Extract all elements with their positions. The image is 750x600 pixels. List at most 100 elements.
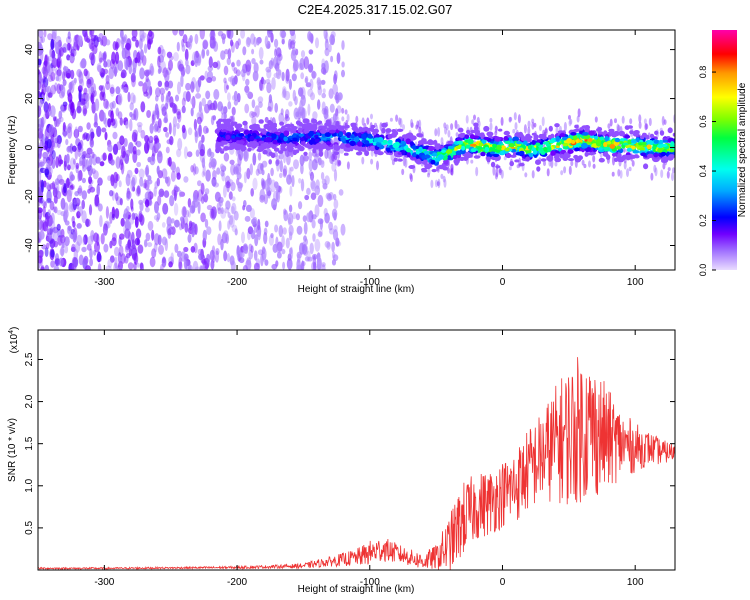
noise-point (195, 93, 202, 99)
ridge-point (418, 140, 424, 145)
noise-point (176, 110, 181, 120)
noise-point (268, 60, 274, 70)
noise-point (137, 124, 142, 133)
noise-point (118, 266, 122, 270)
ridge-point (527, 144, 533, 150)
noise-point (133, 108, 139, 121)
noise-point (157, 80, 163, 88)
halo-point (361, 117, 365, 126)
noise-point (304, 194, 310, 201)
ridge-point (563, 152, 570, 159)
ridge-point (516, 141, 523, 145)
noise-point (159, 87, 166, 95)
ridge-point (602, 151, 609, 157)
noise-point (197, 180, 202, 187)
halo-point (395, 114, 399, 122)
noise-point (164, 69, 170, 83)
ridge-point (408, 165, 416, 169)
noise-point (155, 107, 160, 116)
noise-point (140, 101, 146, 113)
noise-point (161, 168, 168, 179)
halo-point (554, 161, 558, 167)
noise-point (223, 185, 227, 198)
noise-point (157, 46, 162, 55)
ridge-point (672, 132, 675, 137)
ridge-point (668, 154, 675, 159)
noise-point (233, 210, 239, 221)
noise-point (111, 51, 116, 65)
noise-point (201, 171, 205, 178)
noise-point (81, 177, 86, 184)
halo-point (614, 118, 617, 124)
noise-point (76, 211, 81, 219)
noise-point (244, 103, 250, 114)
noise-point (237, 153, 242, 167)
noise-point (336, 52, 341, 64)
noise-point (155, 87, 161, 98)
snr-x-tick-label: 100 (627, 577, 644, 588)
noise-point (42, 113, 47, 125)
noise-point (109, 84, 115, 97)
snr-x-tick-label: -200 (227, 577, 247, 588)
ridge-point (579, 127, 584, 131)
noise-point (156, 165, 160, 175)
ridge-point (299, 146, 304, 151)
noise-point (125, 58, 129, 71)
halo-point (523, 124, 527, 134)
noise-point (164, 176, 169, 184)
noise-point (199, 265, 203, 270)
noise-point (54, 137, 59, 144)
noise-point (250, 188, 254, 197)
halo-point (524, 172, 528, 178)
noise-point (288, 224, 294, 236)
ridge-point (518, 162, 525, 167)
ridge-point (392, 143, 400, 149)
noise-point (206, 253, 211, 264)
halo-point (622, 147, 626, 153)
noise-point (193, 195, 199, 208)
noise-point (270, 57, 274, 66)
ridge-point (536, 166, 541, 172)
noise-point (276, 47, 282, 58)
ridge-point (492, 143, 498, 148)
noise-point (163, 126, 168, 133)
noise-point (129, 102, 134, 111)
noise-point (279, 159, 283, 173)
ridge-point (242, 146, 247, 151)
spectrogram-y-tick-label: 0 (24, 144, 35, 150)
noise-point (38, 149, 41, 163)
ridge-point (345, 143, 351, 148)
noise-point (155, 142, 161, 150)
noise-point (40, 121, 44, 133)
noise-point (191, 227, 195, 238)
noise-point (98, 85, 104, 91)
ridge-point (622, 142, 630, 146)
noise-point (56, 58, 61, 66)
noise-point (271, 77, 276, 90)
halo-point (611, 171, 615, 177)
noise-point (82, 236, 86, 246)
noise-point (331, 241, 335, 253)
noise-point (58, 154, 62, 167)
ridge-point (335, 145, 342, 149)
noise-point (56, 137, 61, 149)
halo-point (450, 167, 454, 176)
ridge-point (421, 169, 428, 173)
noise-point (84, 218, 91, 227)
ridge-point (640, 152, 647, 157)
ridge-point (368, 135, 374, 139)
noise-point (215, 248, 220, 255)
noise-point (131, 174, 138, 186)
spectrogram-x-tick-label: -300 (94, 277, 114, 288)
noise-point (312, 233, 316, 242)
noise-point (137, 185, 141, 196)
noise-point (56, 69, 62, 77)
snr-scale-label: (x104) (8, 327, 20, 354)
ridge-point (469, 143, 477, 147)
ridge-point (218, 118, 223, 123)
noise-point (234, 228, 238, 236)
ridge-point (538, 147, 544, 151)
ridge-point (525, 133, 531, 140)
noise-point (136, 262, 140, 268)
noise-point (259, 188, 266, 201)
